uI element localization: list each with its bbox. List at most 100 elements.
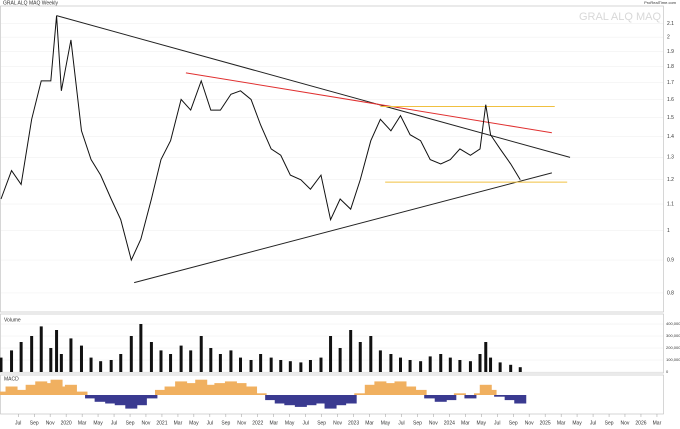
indicator-bar	[364, 384, 377, 395]
volume-tick-label: 300,000	[666, 333, 680, 338]
volume-bar	[139, 324, 143, 372]
x-tick-label: Mar	[269, 420, 278, 426]
indicator-bar	[444, 395, 457, 401]
volume-bar	[489, 357, 493, 372]
volume-bar	[209, 348, 213, 372]
indicator-bar	[504, 395, 517, 401]
x-tick-label: Nov	[525, 420, 534, 426]
indicator-bar	[154, 389, 167, 395]
x-tick-label: Nov	[621, 420, 630, 426]
volume-tick-label: 200,000	[666, 345, 680, 350]
y-tick-label: 1.9	[667, 49, 674, 55]
indicator-bar	[484, 389, 497, 395]
x-tick-label: Jul	[207, 420, 213, 426]
y-tick-label: 1.3	[667, 155, 674, 161]
volume-bar	[428, 356, 432, 372]
indicator-bar	[184, 383, 197, 395]
x-tick-label: Nov	[333, 420, 342, 426]
indicator-bar	[204, 384, 217, 395]
x-tick-label: May	[93, 420, 103, 426]
y-tick-label: 0.9	[667, 257, 674, 263]
x-tick-label: May	[381, 420, 391, 426]
indicator-bar	[55, 386, 68, 395]
y-tick-label: 2.1	[667, 21, 674, 27]
x-tick-label: Jul	[111, 420, 117, 426]
volume-bar	[398, 357, 402, 372]
indicator-bar	[334, 395, 347, 406]
x-tick-label: 2023	[348, 420, 359, 426]
y-tick-label: 1.6	[667, 97, 674, 103]
volume-bar	[159, 350, 163, 372]
x-tick-label: 2026	[635, 420, 646, 426]
volume-tick-label: 100,000	[666, 357, 680, 362]
volume-bar	[249, 360, 253, 372]
volume-tick-label: 0	[666, 369, 669, 374]
x-tick-label: 2025	[540, 420, 551, 426]
indicator-bar	[374, 381, 387, 395]
x-tick-label: Sep	[509, 420, 518, 426]
indicator-bar	[434, 395, 447, 402]
indicator-bar	[464, 395, 477, 399]
y-tick-label: 1.8	[667, 64, 674, 70]
x-tick-label: Sep	[413, 420, 422, 426]
volume-bar	[39, 326, 43, 372]
indicator-bar	[424, 395, 437, 399]
volume-bar	[30, 336, 34, 372]
x-tick-label: Nov	[141, 420, 150, 426]
indicator-bar	[324, 395, 337, 409]
volume-bar	[439, 354, 443, 372]
volume-bar	[378, 350, 382, 372]
indicator-bar	[105, 395, 118, 404]
indicator-bar	[164, 386, 177, 395]
x-tick-label: Sep	[30, 420, 39, 426]
volume-bar	[229, 350, 233, 372]
indicator-bar	[195, 379, 208, 395]
y-tick-label: 1	[667, 228, 670, 234]
volume-bar	[279, 360, 283, 372]
volume-bar	[199, 336, 203, 372]
volume-bar	[269, 357, 273, 372]
volume-bar	[69, 338, 73, 372]
x-tick-label: Sep	[126, 420, 135, 426]
indicator-bar	[245, 386, 258, 395]
x-tick-label: 2022	[252, 420, 263, 426]
indicator-bar	[494, 395, 507, 397]
volume-bar	[518, 367, 522, 372]
volume-bar	[408, 360, 412, 372]
indicator-bar	[234, 383, 247, 395]
volume-bar	[49, 348, 53, 372]
volume-bar	[389, 354, 393, 372]
volume-bar	[179, 345, 183, 372]
indicator-bar	[5, 386, 18, 395]
indicator-bar	[514, 395, 527, 404]
volume-bar	[498, 362, 502, 372]
volume-bar	[79, 345, 83, 372]
indicator-bar	[254, 393, 267, 395]
volume-bar	[468, 361, 472, 372]
volume-bar	[119, 354, 123, 372]
y-tick-label: 1.2	[667, 177, 674, 183]
y-tick-label: 2	[667, 34, 670, 40]
indicator-bar	[134, 395, 147, 406]
indicator-bar	[0, 391, 7, 395]
x-tick-label: Jul	[302, 420, 308, 426]
volume-bar	[349, 330, 353, 372]
indicator-bar	[404, 386, 417, 395]
volume-bar	[89, 357, 93, 372]
x-tick-label: 2021	[156, 420, 167, 426]
volume-bar	[0, 357, 3, 372]
volume-bar	[308, 360, 312, 372]
volume-bar	[288, 361, 292, 372]
volume-bar	[458, 360, 462, 372]
indicator-bar	[274, 395, 287, 404]
volume-bar	[169, 354, 173, 372]
indicator-bar	[284, 395, 297, 406]
x-tick-label: Jul	[398, 420, 404, 426]
indicator-bar	[85, 395, 98, 399]
indicator-bar	[35, 381, 48, 395]
indicator-bar	[145, 395, 158, 399]
x-tick-label: Jul	[590, 420, 596, 426]
indicator-bar	[453, 393, 466, 395]
x-tick-label: Nov	[46, 420, 55, 426]
